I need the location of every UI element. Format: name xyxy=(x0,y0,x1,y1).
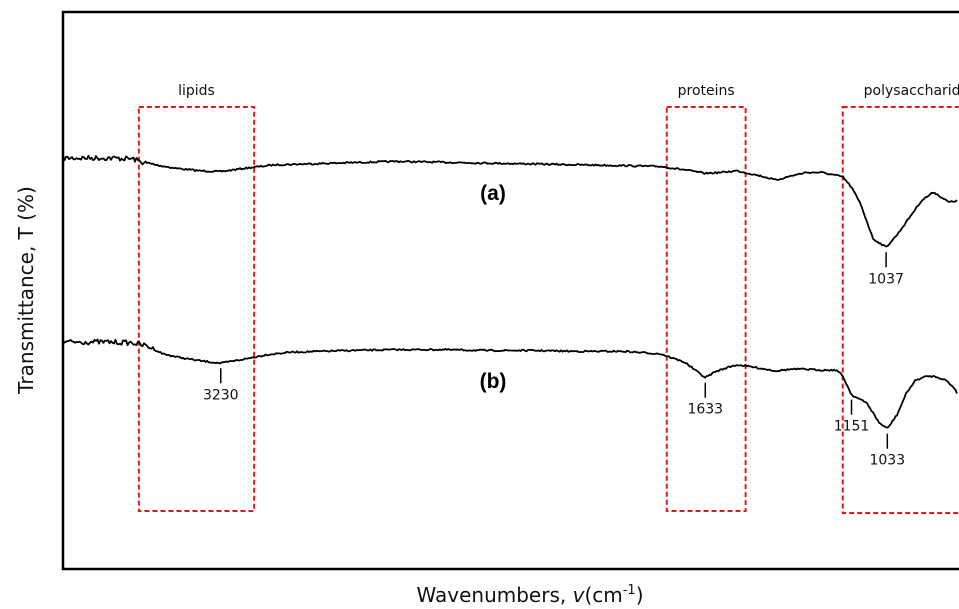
region-boxes: lipids proteins polysaccharides xyxy=(137,83,959,514)
peak-label-3230: 3230 xyxy=(203,387,239,403)
x-axis-title: Wavenumbers, v(cm-1) xyxy=(417,583,644,607)
peak-label-1151: 1151 xyxy=(834,419,870,435)
x-axis-title-unit-sup: -1 xyxy=(623,583,636,598)
peak-label-1633: 1633 xyxy=(687,402,723,418)
peak-label-1033: 1033 xyxy=(869,453,905,469)
series-label-b: (b) xyxy=(480,370,507,393)
trace-a xyxy=(62,154,958,248)
y-axis-title: Transmittance, T (%) xyxy=(14,186,38,395)
spectrum-traces xyxy=(62,154,958,429)
x-axis-title-symbol: v xyxy=(573,583,586,607)
x-axis-title-text: Wavenumbers, xyxy=(417,583,573,607)
region-box-proteins xyxy=(665,106,747,512)
plot-frame xyxy=(61,10,959,571)
series-labels: (a) (b) xyxy=(480,182,507,393)
region-label-lipids: lipids xyxy=(178,83,215,99)
peak-label-1037: 1037 xyxy=(868,271,904,287)
x-axis-title-unit: (cm xyxy=(584,583,622,607)
x-axis-title-unit-close: ) xyxy=(636,583,644,607)
region-box-lipids xyxy=(137,106,256,512)
region-label-proteins: proteins xyxy=(678,83,735,99)
trace-b xyxy=(62,338,958,429)
region-label-polysaccharides: polysaccharides xyxy=(864,83,959,99)
peak-markers: 1037 3230 1633 1151 1033 xyxy=(203,252,905,469)
series-label-a: (a) xyxy=(480,182,506,205)
